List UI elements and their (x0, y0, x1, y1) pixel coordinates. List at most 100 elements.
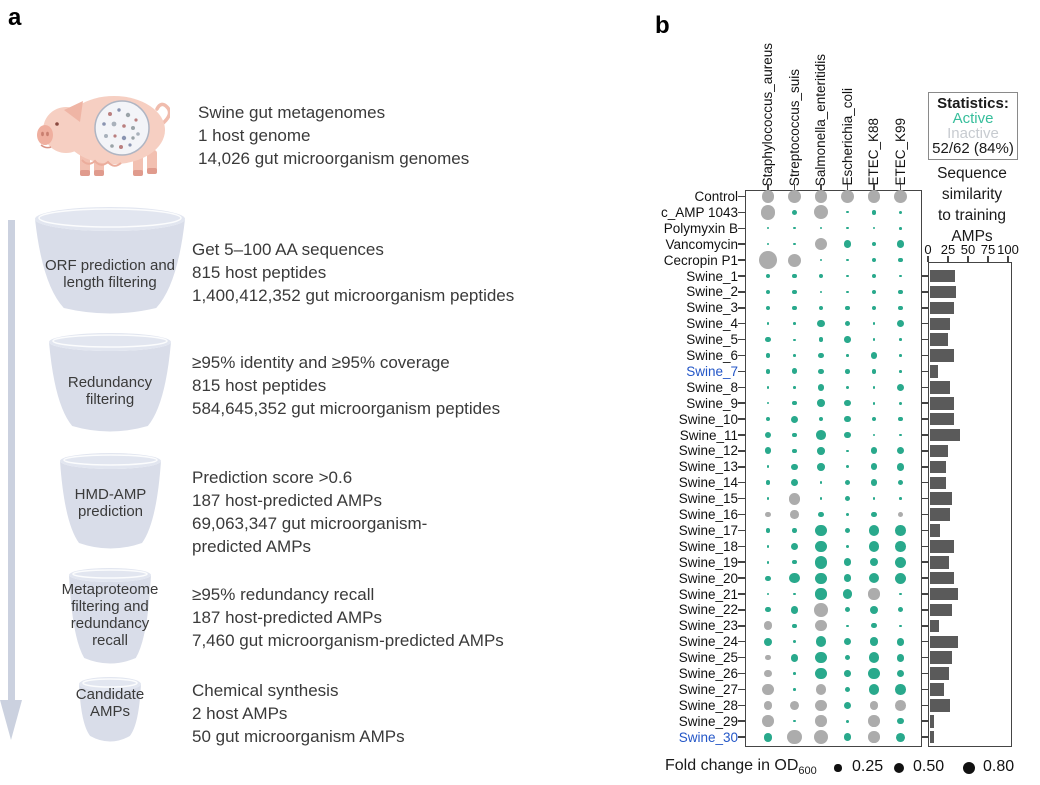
row-tick (738, 577, 745, 579)
matrix-dot (792, 432, 797, 438)
matrix-dot (895, 541, 906, 552)
bar-axis-label: 0 (924, 242, 932, 257)
row-label: Swine_18 (678, 538, 738, 554)
step-description-line: 69,063,347 gut microorganism- (192, 514, 428, 533)
matrix-dot (868, 588, 880, 600)
matrix-dot (895, 525, 906, 536)
matrix-dot (817, 399, 825, 407)
row-tick (738, 736, 745, 738)
matrix-dot (793, 338, 796, 341)
matrix-dot (897, 480, 903, 486)
bar-row-tick (921, 656, 928, 659)
matrix-dot (761, 190, 775, 203)
funnel-shape (49, 333, 171, 432)
row-label: Swine_5 (686, 332, 738, 348)
step-description-line: 50 gut microorganism AMPs (192, 727, 405, 746)
matrix-dot (871, 369, 877, 374)
matrix-dot (843, 574, 852, 583)
funnel-label: ORF prediction and length filtering (20, 257, 200, 291)
matrix-dot (814, 555, 828, 569)
matrix-dot (787, 729, 802, 745)
matrix-dot (792, 400, 797, 406)
step-description-line: 2 host AMPs (192, 704, 288, 723)
matrix-dot (762, 715, 774, 727)
matrix-dot (899, 497, 902, 500)
bar-row-tick (921, 402, 928, 404)
row-tick (738, 307, 745, 309)
matrix-dot (872, 227, 876, 230)
row-tick (738, 481, 745, 484)
step-description-line: Prediction score >0.6 (192, 468, 353, 487)
matrix-dot (764, 447, 772, 455)
matrix-dot (899, 433, 902, 437)
matrix-dot (868, 684, 880, 695)
matrix-dot (816, 430, 826, 440)
matrix-dot (846, 449, 849, 453)
column-label: ETEC_K99 (892, 118, 908, 186)
row-label: Swine_8 (686, 379, 738, 395)
bar-row-tick (921, 354, 928, 357)
matrix-dot (814, 190, 828, 203)
matrix-dot (898, 289, 903, 294)
row-tick (738, 720, 745, 722)
bar-row-tick (921, 704, 928, 707)
matrix-dot (793, 386, 796, 389)
row-label: Swine_23 (678, 618, 738, 634)
row-tick (738, 259, 745, 261)
similarity-bar (929, 301, 955, 315)
matrix-dot (897, 607, 903, 613)
funnel (33, 207, 187, 321)
matrix-dot (815, 524, 827, 536)
row-label: Swine_29 (678, 713, 738, 729)
matrix-dot (871, 273, 877, 279)
matrix-dot (790, 510, 799, 519)
similarity-bar (929, 508, 950, 521)
bar-row-tick (921, 291, 928, 293)
matrix-dot (765, 575, 771, 581)
matrix-dot (868, 652, 880, 663)
bar-row-tick (921, 307, 928, 309)
matrix-dot (868, 541, 880, 552)
similarity-bar (929, 412, 955, 426)
matrix-dot (815, 540, 827, 552)
matrix-dot (819, 481, 823, 484)
matrix-dot (791, 368, 798, 375)
bar-axis-tick (947, 256, 949, 262)
row-tick (738, 354, 745, 357)
matrix-dot (818, 511, 824, 517)
bar-chart-frame (928, 262, 1012, 747)
matrix-dot (792, 305, 797, 311)
row-label: Swine_10 (678, 411, 738, 427)
funnel-label-line: filtering and (71, 597, 149, 615)
matrix-dot (846, 354, 849, 357)
matrix-dot (818, 273, 824, 279)
matrix-dot (765, 480, 771, 485)
pig-eye (55, 122, 59, 126)
matrix-dot (896, 653, 905, 662)
source-text-line: 1 host genome (198, 126, 311, 145)
similarity-bar (929, 603, 952, 617)
matrix-dot (817, 384, 825, 391)
bar-row-tick (921, 322, 928, 325)
matrix-dot (872, 338, 876, 341)
matrix-dot (815, 652, 827, 664)
matrix-dot (845, 305, 850, 310)
row-tick (738, 561, 745, 563)
row-tick (738, 466, 745, 468)
column-label: Staphylococcus_aureus (760, 42, 775, 186)
column-label: ETEC_K88 (866, 118, 881, 186)
matrix-dot (896, 463, 905, 471)
funnel-shape (35, 207, 185, 314)
matrix-dot (844, 496, 850, 502)
bar-row-tick (921, 338, 928, 341)
step-description: Chemical synthesis 2 host AMPs 50 gut micr… (192, 679, 405, 748)
matrix-dot (844, 431, 851, 439)
step-description-line: predicted AMPs (192, 537, 312, 556)
step-description: ≥95% redundancy recall 187 host-predicted… (192, 583, 504, 652)
matrix-dot (766, 242, 770, 246)
funnel (67, 568, 153, 671)
bar-row-tick (921, 450, 928, 452)
matrix-dot (815, 684, 827, 695)
size-legend-label: Fold change in OD600 (665, 757, 817, 777)
matrix-dot (815, 715, 827, 727)
